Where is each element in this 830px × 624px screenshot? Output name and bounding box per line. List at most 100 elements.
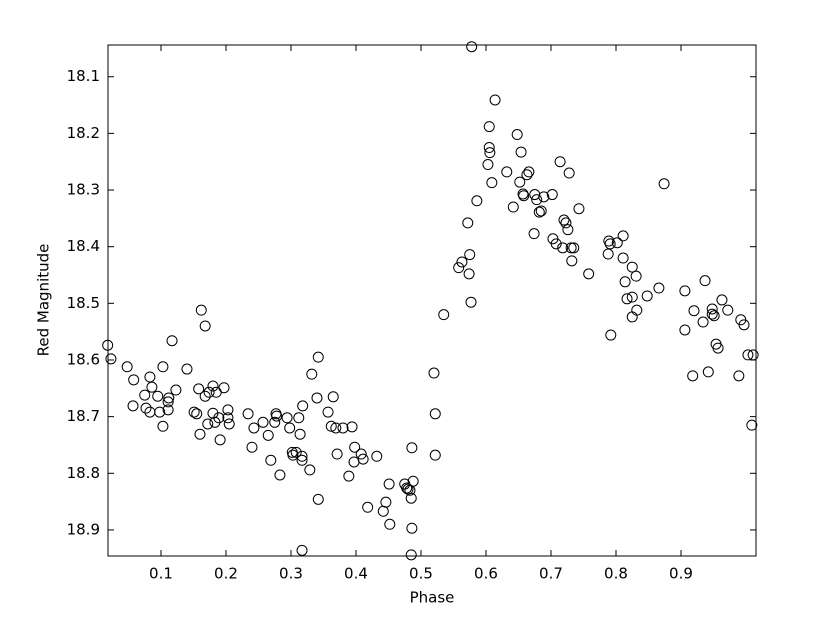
point xyxy=(384,518,396,530)
point xyxy=(222,412,234,424)
point xyxy=(357,453,369,465)
point xyxy=(271,410,283,422)
point xyxy=(621,293,633,305)
point xyxy=(428,367,440,379)
point xyxy=(523,166,535,178)
point xyxy=(746,419,758,431)
point xyxy=(154,406,166,418)
point xyxy=(199,320,211,332)
point xyxy=(337,422,349,434)
point xyxy=(562,224,574,236)
point xyxy=(554,156,566,168)
point xyxy=(102,339,114,351)
point xyxy=(406,522,418,534)
point xyxy=(162,396,174,408)
point xyxy=(330,422,342,434)
point xyxy=(144,406,156,418)
point xyxy=(546,189,558,201)
point xyxy=(699,275,711,287)
point xyxy=(688,305,700,317)
point xyxy=(139,389,151,401)
point xyxy=(293,412,305,424)
point xyxy=(605,329,617,341)
point xyxy=(294,428,306,440)
point xyxy=(626,291,638,303)
point xyxy=(304,464,316,476)
x-tick-label: 0.8 xyxy=(604,565,628,583)
point xyxy=(380,496,392,508)
x-tick-label: 0.5 xyxy=(409,565,433,583)
y-tick-label: 18.8 xyxy=(67,464,100,482)
point xyxy=(708,310,720,322)
point xyxy=(604,238,616,250)
point xyxy=(429,449,441,461)
point xyxy=(343,470,355,482)
point xyxy=(248,422,260,434)
point xyxy=(558,214,570,226)
point xyxy=(207,380,219,392)
point xyxy=(611,237,623,249)
point xyxy=(565,242,577,254)
point xyxy=(466,41,478,53)
point xyxy=(355,448,367,460)
point xyxy=(716,294,728,306)
point xyxy=(733,370,745,382)
point xyxy=(702,366,714,378)
point xyxy=(195,304,207,316)
point xyxy=(489,94,501,106)
point xyxy=(401,482,413,494)
point xyxy=(296,454,308,466)
point xyxy=(456,256,468,268)
point xyxy=(535,205,547,217)
point xyxy=(406,442,418,454)
point xyxy=(188,406,200,418)
point xyxy=(170,384,182,396)
point xyxy=(202,418,214,430)
point xyxy=(157,361,169,373)
point xyxy=(348,456,360,468)
point xyxy=(531,194,543,206)
point xyxy=(257,416,269,428)
point xyxy=(312,493,324,505)
point xyxy=(515,146,527,158)
point xyxy=(697,316,709,328)
point xyxy=(152,390,164,402)
point xyxy=(281,412,293,424)
point xyxy=(327,391,339,403)
point xyxy=(602,248,614,260)
point xyxy=(242,408,254,420)
point xyxy=(144,371,156,383)
point xyxy=(486,177,498,189)
point xyxy=(619,276,631,288)
point xyxy=(679,324,691,336)
point xyxy=(121,361,133,373)
point xyxy=(483,121,495,133)
point xyxy=(483,142,495,154)
y-tick-label: 18.5 xyxy=(67,294,100,312)
point xyxy=(371,450,383,462)
x-tick-label: 0.4 xyxy=(344,565,368,583)
point xyxy=(210,386,222,398)
point xyxy=(533,206,545,218)
point xyxy=(325,420,337,432)
point xyxy=(465,296,477,308)
point xyxy=(105,353,117,365)
point xyxy=(471,195,483,207)
point xyxy=(462,217,474,229)
y-tick-label: 18.7 xyxy=(67,407,100,425)
point xyxy=(296,544,308,556)
point xyxy=(557,242,569,254)
point xyxy=(679,285,691,297)
point xyxy=(296,450,308,462)
y-tick-label: 18.4 xyxy=(67,237,100,255)
point xyxy=(284,422,296,434)
point xyxy=(511,129,523,141)
point xyxy=(653,282,665,294)
y-tick-label: 18.1 xyxy=(67,67,100,85)
point xyxy=(687,370,699,382)
point xyxy=(312,351,324,363)
point xyxy=(518,190,530,202)
point xyxy=(203,386,215,398)
point xyxy=(306,368,318,380)
point xyxy=(573,203,585,215)
